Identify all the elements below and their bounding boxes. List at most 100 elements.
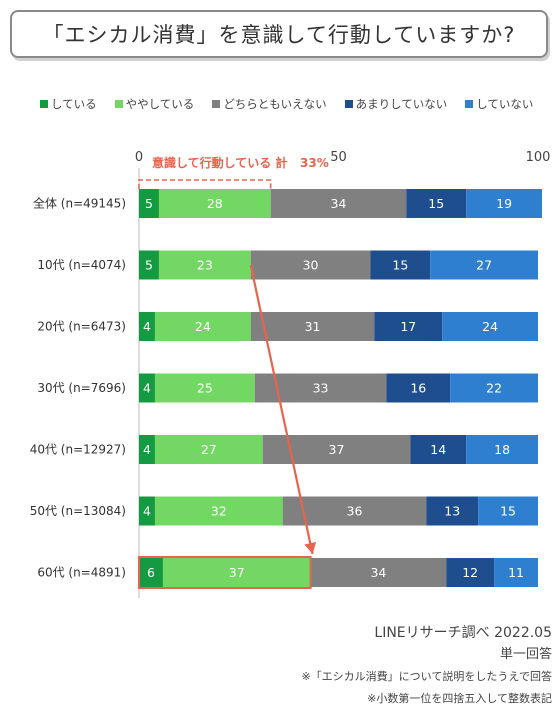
- bar-segment: [494, 558, 538, 587]
- data-label: 36: [347, 504, 363, 519]
- source-label: LINEリサーチ調べ 2022.05: [374, 625, 552, 641]
- question-type-label: 単一回答: [499, 647, 552, 662]
- annotation-label: 意識して行動している 計: [152, 155, 287, 170]
- bar-segment: [250, 312, 375, 341]
- data-label: 12: [462, 565, 478, 580]
- data-label: 22: [486, 381, 502, 396]
- bar-segment: [154, 435, 263, 464]
- bar-segment: [466, 435, 538, 464]
- data-label: 27: [201, 442, 217, 457]
- category-label-6: 60代 (n=4891): [37, 566, 126, 580]
- legend: している ややしている どちらともいえない あまりしていない していない: [40, 95, 540, 113]
- legend-swatch-0: [40, 100, 48, 108]
- chart-title: 「エシカル消費」を意識して行動していますか?: [10, 10, 548, 58]
- data-label: 31: [305, 319, 321, 334]
- footer: LINEリサーチ調べ 2022.05 単一回答 ※「エシカル消費」について説明を…: [301, 622, 552, 710]
- legend-item-3: あまりしていない: [344, 96, 448, 112]
- bar-segment: [386, 373, 451, 403]
- data-label: 24: [195, 319, 211, 334]
- bar-segment: [250, 250, 371, 280]
- data-label: 32: [211, 504, 227, 519]
- bar-segment: [410, 435, 467, 464]
- data-label: 5: [145, 258, 153, 273]
- data-label: 4: [143, 504, 151, 519]
- legend-swatch-4: [465, 100, 474, 108]
- bar-segment: [282, 496, 427, 526]
- bar-segment: [139, 496, 155, 526]
- data-label: 37: [329, 442, 345, 457]
- data-label: 25: [197, 381, 213, 396]
- category-label-4: 40代 (n=12927): [30, 443, 126, 457]
- category-label-0: 全体 (n=49145): [33, 196, 126, 211]
- data-label: 14: [430, 442, 446, 457]
- bar-segment: [139, 558, 163, 587]
- legend-item-1: ややしている: [114, 96, 195, 112]
- bar-segment: [139, 189, 159, 218]
- bar-segment: [154, 496, 283, 526]
- data-label: 16: [410, 381, 426, 396]
- category-label-5: 50代 (n=13084): [30, 504, 126, 518]
- data-label: 37: [229, 565, 245, 580]
- legend-label-4: していない: [476, 97, 534, 111]
- data-label: 28: [207, 196, 223, 211]
- bar-segment: [139, 373, 155, 403]
- data-label: 11: [508, 565, 524, 580]
- x-tick-label-1: 50: [330, 150, 347, 165]
- legend-item-4: していない: [465, 96, 533, 112]
- bar-segment: [426, 496, 479, 526]
- data-label: 18: [494, 442, 510, 457]
- legend-item-2: どちらともいえない: [212, 96, 327, 112]
- data-label: 15: [500, 504, 516, 519]
- data-label: 27: [476, 258, 492, 273]
- note-1: ※「エシカル消費」について説明をしたうえで回答: [301, 670, 552, 683]
- category-label-2: 20代 (n=6473): [37, 320, 126, 334]
- data-label: 6: [147, 565, 155, 580]
- bar-segment: [442, 312, 538, 341]
- data-label: 17: [400, 319, 416, 334]
- data-label: 30: [303, 258, 319, 273]
- x-tick-label-0: 0: [135, 150, 143, 165]
- data-label: 5: [145, 196, 153, 211]
- legend-swatch-3: [344, 100, 353, 108]
- data-label: 33: [313, 381, 329, 396]
- legend-item-0: している: [40, 96, 97, 112]
- bar-segment: [154, 373, 255, 403]
- category-label-3: 30代 (n=7696): [37, 381, 126, 395]
- annotation-value: 33%: [300, 156, 329, 170]
- category-label-1: 10代 (n=4074): [37, 258, 126, 272]
- legend-label-3: あまりしていない: [355, 97, 448, 111]
- data-label: 15: [428, 196, 444, 211]
- trend-arrow-head: [304, 541, 317, 554]
- bar-segment: [154, 312, 251, 341]
- data-label: 4: [143, 319, 151, 334]
- bar-segment: [370, 250, 431, 280]
- bar-segment: [139, 435, 155, 464]
- legend-label-1: ややしている: [125, 97, 195, 111]
- data-label: 19: [496, 196, 512, 211]
- highlight-box: [138, 556, 312, 589]
- bar-segment: [430, 250, 538, 280]
- bar-segment: [139, 312, 155, 341]
- data-label: 34: [370, 565, 386, 580]
- data-label: 23: [197, 258, 213, 273]
- trend-arrow-line: [249, 264, 314, 555]
- data-label: 4: [143, 442, 151, 457]
- legend-swatch-2: [212, 100, 221, 108]
- data-label: 4: [143, 381, 151, 396]
- data-label: 34: [331, 196, 347, 211]
- bar-segment: [478, 496, 538, 526]
- x-tick-label-2: 100: [526, 150, 551, 165]
- legend-label-2: どちらともいえない: [223, 97, 327, 111]
- bar-segment: [466, 189, 542, 218]
- data-label: 24: [482, 319, 498, 334]
- bar-segment: [270, 189, 407, 218]
- bar-segment: [139, 250, 159, 280]
- legend-label-0: している: [51, 97, 97, 111]
- bar-segment: [162, 558, 311, 587]
- annotation-bracket: [138, 179, 272, 189]
- legend-swatch-1: [114, 100, 123, 108]
- data-label: 13: [444, 504, 460, 519]
- bar-segment: [310, 558, 447, 587]
- note-2: ※小数第一位を四捨五入して整数表記: [367, 692, 552, 705]
